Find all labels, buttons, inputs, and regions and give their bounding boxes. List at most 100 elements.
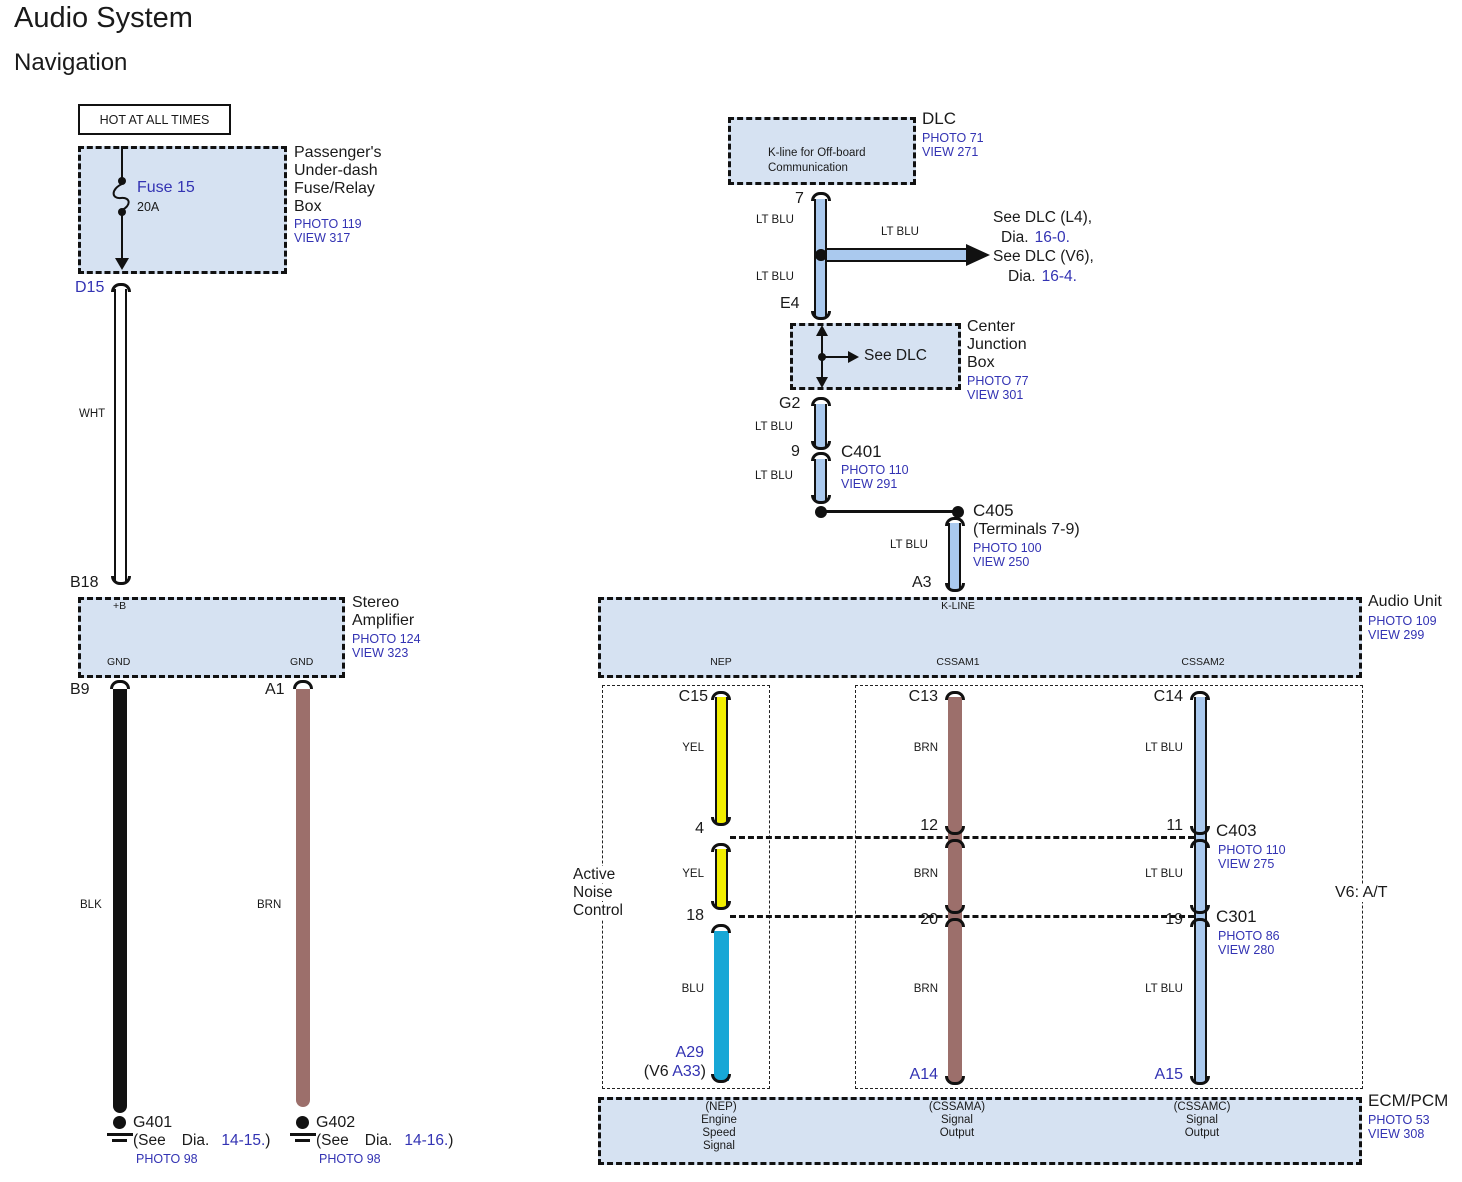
view-ref[interactable]: VIEW 280	[1218, 943, 1275, 957]
ecm-pcm-box	[598, 1097, 1362, 1165]
see-text: (See	[316, 1132, 349, 1149]
pin-a29[interactable]: A29	[675, 1044, 704, 1061]
photo-ref[interactable]: PHOTO 98	[136, 1152, 198, 1166]
photo-ref[interactable]: PHOTO 119	[294, 217, 362, 231]
connector-terminal-icon	[711, 1074, 731, 1083]
photo-ref[interactable]: PHOTO 124	[352, 632, 421, 646]
connector-terminal-icon	[293, 680, 313, 689]
wire-color-label: WHT	[79, 408, 106, 420]
wire-ltblu-branch	[827, 248, 968, 262]
c403-connector-line	[730, 836, 1194, 839]
see-dlc-v6-dia: Dia. 16-4.	[1008, 268, 1077, 285]
photo-ref[interactable]: PHOTO 53	[1368, 1113, 1430, 1127]
fuse-symbol	[112, 146, 130, 270]
dia-ref[interactable]: 16-0.	[1034, 229, 1070, 246]
ecm-pin-code: (CSSAMC)	[1173, 1101, 1231, 1113]
photo-ref[interactable]: PHOTO 71	[922, 131, 984, 145]
dlc-name: DLC	[922, 109, 957, 128]
view-ref[interactable]: VIEW 271	[922, 145, 979, 159]
hot-at-all-times-label: HOT AT ALL TIMES	[99, 112, 210, 127]
pin-d15[interactable]: D15	[75, 279, 105, 296]
dia-ref[interactable]: 14-15.	[221, 1132, 266, 1149]
anc-label-line: Active	[570, 866, 619, 884]
photo-ref[interactable]: PHOTO 109	[1368, 614, 1437, 628]
wire-ltblu	[1194, 697, 1207, 1083]
fuse-label[interactable]: Fuse 15	[137, 179, 195, 196]
dia-ref[interactable]: 14-16.	[404, 1132, 449, 1149]
see-dlc-l4-dia: Dia. 16-0.	[1001, 229, 1070, 246]
pin-c15: C15	[678, 688, 708, 705]
connector-c403-name: C403	[1216, 821, 1257, 840]
photo-ref[interactable]: PHOTO 110	[1218, 843, 1286, 857]
wire-ltblu	[948, 523, 961, 589]
connector-terminal-icon	[811, 311, 831, 320]
connector-terminal-icon	[111, 283, 131, 292]
connector-terminal-icon	[711, 924, 731, 933]
wire-brn	[948, 697, 962, 1083]
connector-terminal-icon	[711, 691, 731, 700]
photo-ref[interactable]: PHOTO 98	[319, 1152, 381, 1166]
junction-link-line	[821, 510, 958, 513]
pin-e4: E4	[780, 295, 800, 312]
page-subtitle: Navigation	[14, 49, 128, 76]
ground-g402-ref-line: (See Dia. 14-16.)	[316, 1132, 453, 1149]
view-ref[interactable]: VIEW 323	[352, 646, 409, 660]
v6-at-label: V6: A/T	[1332, 884, 1391, 902]
view-ref[interactable]: VIEW 301	[967, 388, 1024, 402]
pin-20: 20	[920, 911, 938, 928]
amp-name-line: Stereo	[352, 594, 400, 611]
connector-c405-sub: (Terminals 7-9)	[973, 521, 1080, 538]
connector-terminal-icon	[1190, 1076, 1210, 1085]
connector-terminal-icon	[945, 1076, 965, 1085]
dia-ref[interactable]: 16-4.	[1041, 268, 1077, 285]
ground-icon	[296, 1116, 309, 1129]
ecm-pin-text: Speed	[702, 1127, 736, 1139]
photo-ref[interactable]: PHOTO 86	[1218, 929, 1280, 943]
wire-yel	[715, 849, 728, 908]
connector-terminal-icon	[945, 918, 965, 927]
ground-icon	[113, 1116, 126, 1129]
fuse-relay-box	[78, 146, 287, 274]
view-ref[interactable]: VIEW 299	[1368, 628, 1425, 642]
connector-terminal-icon	[945, 826, 965, 835]
view-ref[interactable]: VIEW 308	[1368, 1127, 1425, 1141]
page-title: Audio System	[14, 2, 193, 34]
pin-a14[interactable]: A14	[909, 1066, 938, 1083]
connector-terminal-icon	[811, 397, 831, 406]
stereo-amplifier-box	[78, 597, 345, 678]
amp-gnd-left: GND	[107, 656, 131, 668]
pin-g2: G2	[779, 395, 801, 412]
connector-terminal-icon	[711, 901, 731, 910]
junction-dot	[815, 506, 827, 518]
dlc-box-text: K-line for Off-board	[768, 147, 866, 159]
wire-yel	[715, 697, 728, 824]
photo-ref[interactable]: PHOTO 77	[967, 374, 1029, 388]
see-dlc-inner-text: See DLC	[864, 347, 927, 364]
fuse-box-name-line: Under-dash	[294, 162, 378, 179]
dlc-box-text: Communication	[768, 162, 848, 174]
wire-color-label: LT BLU	[890, 539, 928, 551]
ecm-pin-text: Signal	[703, 1140, 735, 1152]
audio-unit-name: Audio Unit	[1368, 593, 1442, 610]
pin-a15[interactable]: A15	[1154, 1066, 1183, 1083]
connector-terminal-icon	[945, 905, 965, 914]
connector-terminal-icon	[945, 691, 965, 700]
photo-ref[interactable]: PHOTO 100	[973, 541, 1042, 555]
photo-ref[interactable]: PHOTO 110	[841, 463, 909, 477]
view-ref[interactable]: VIEW 291	[841, 477, 898, 491]
pin-a33[interactable]: A33	[672, 1063, 701, 1080]
audio-unit-pin-cssam1: CSSAM1	[936, 656, 980, 668]
fuse-box-name-line: Box	[294, 198, 322, 215]
ecm-pin-text: Output	[939, 1127, 975, 1139]
wire-wht	[114, 289, 127, 581]
v6-prefix: (V6	[643, 1063, 673, 1080]
view-ref[interactable]: VIEW 275	[1218, 857, 1275, 871]
see-text: (See	[133, 1132, 166, 1149]
wire-color-label: LT BLU	[1145, 742, 1183, 754]
pin-18: 18	[686, 907, 704, 924]
pin-c13: C13	[908, 688, 938, 705]
connector-terminal-icon	[111, 576, 131, 585]
view-ref[interactable]: VIEW 250	[973, 555, 1030, 569]
view-ref[interactable]: VIEW 317	[294, 231, 351, 245]
connector-terminal-icon	[945, 839, 965, 848]
